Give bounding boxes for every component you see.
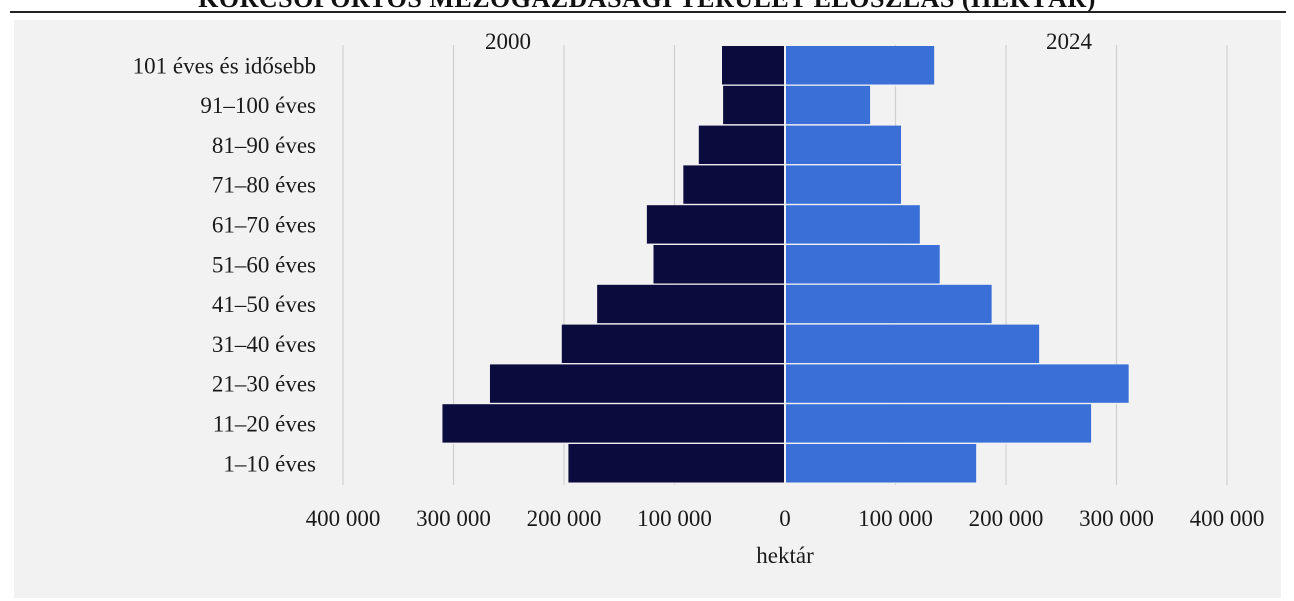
category-label: 71–80 éves: [212, 173, 316, 198]
bar-2024-0: [785, 46, 935, 85]
bar-2000-5: [653, 245, 785, 284]
bar-2000-8: [489, 364, 785, 403]
category-label: 101 éves és idősebb: [133, 53, 316, 78]
category-labels: 101 éves és idősebb 91–100 éves 81–90 éves…: [133, 53, 316, 476]
bar-2024-4: [785, 205, 920, 244]
x-axis-label: hektár: [756, 543, 814, 568]
bar-2024-5: [785, 245, 940, 284]
tick-label: 300 000: [1079, 506, 1154, 531]
tick-label: 200 000: [527, 506, 602, 531]
category-label: 21–30 éves: [212, 372, 316, 397]
tick-label: 100 000: [637, 506, 712, 531]
category-label: 91–100 éves: [200, 93, 316, 118]
category-label: 31–40 éves: [212, 332, 316, 357]
bar-2024-6: [785, 284, 992, 324]
bar-2000-0: [722, 46, 785, 85]
tick-label: 0: [779, 506, 791, 531]
tick-label: 100 000: [858, 506, 933, 531]
bar-2024-2: [785, 125, 902, 165]
bar-2000-10: [568, 444, 785, 483]
bar-2024-9: [785, 404, 1092, 443]
bar-2000-2: [698, 125, 785, 165]
title-rule: [10, 11, 1286, 13]
tick-label: 300 000: [416, 506, 491, 531]
bar-2000-3: [683, 165, 785, 204]
tick-label: 400 000: [1190, 506, 1265, 531]
category-label: 11–20 éves: [213, 411, 316, 436]
series-label-2000: 2000: [485, 29, 531, 54]
bar-2000-7: [561, 324, 785, 364]
bar-2024-7: [785, 324, 1040, 364]
bar-2024-8: [785, 364, 1129, 403]
bar-2000-6: [597, 284, 785, 324]
tick-label: 200 000: [969, 506, 1044, 531]
category-label: 61–70 éves: [212, 212, 316, 237]
bar-2000-4: [646, 205, 785, 244]
bars: [442, 45, 1129, 485]
title-strip: KORCSOPORTOS MEZŐGAZDASÁGI TERÜLET ELOSZ…: [0, 0, 1294, 12]
category-label: 51–60 éves: [212, 252, 316, 277]
tick-labels: 400 000 300 000 200 000 100 000 0 100 000 200 …: [306, 506, 1265, 531]
bar-2000-1: [723, 85, 785, 125]
series-label-2024: 2024: [1046, 29, 1093, 54]
tick-label: 400 000: [306, 506, 381, 531]
chart-title: KORCSOPORTOS MEZŐGAZDASÁGI TERÜLET ELOSZ…: [0, 0, 1294, 12]
category-label: 81–90 éves: [212, 133, 316, 158]
bar-2024-1: [785, 85, 871, 125]
bar-2000-9: [442, 404, 785, 443]
bar-2024-3: [785, 165, 902, 204]
category-label: 1–10 éves: [223, 451, 316, 476]
category-label: 41–50 éves: [212, 292, 316, 317]
bar-2024-10: [785, 444, 977, 483]
